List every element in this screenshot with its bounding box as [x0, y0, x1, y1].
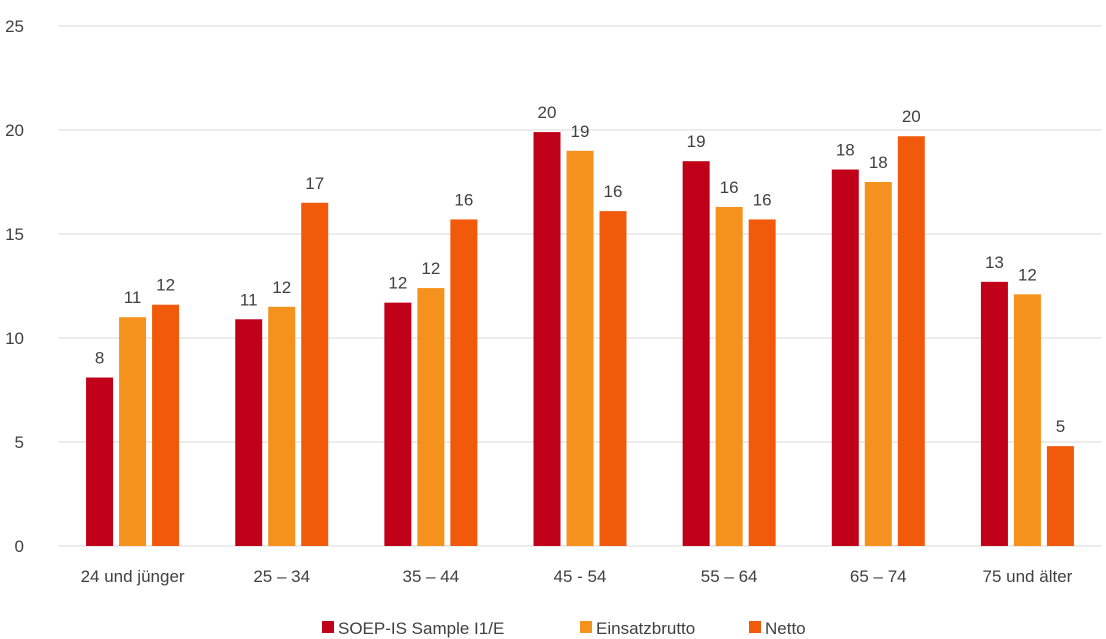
y-tick-label: 10	[5, 329, 24, 348]
legend-swatch	[322, 621, 334, 633]
data-label: 18	[836, 141, 855, 160]
legend-label: Netto	[765, 619, 806, 638]
x-category-label: 45 - 54	[554, 567, 607, 586]
y-tick-label: 25	[5, 17, 24, 36]
legend: SOEP-IS Sample I1/E Einsatzbrutto Netto	[322, 619, 806, 638]
data-label: 18	[869, 153, 888, 172]
data-label: 20	[902, 107, 921, 126]
bar	[235, 319, 263, 546]
data-label: 12	[156, 276, 175, 295]
y-tick-label: 0	[15, 537, 24, 556]
data-labels: 8 11 12 11 12 17 12 12 16 20 19 16 19 16 16 18 18 20 13 12 5	[95, 103, 1065, 436]
data-label: 11	[124, 288, 142, 307]
data-label: 17	[305, 174, 324, 193]
legend-item: SOEP-IS Sample I1/E	[322, 619, 504, 638]
data-label: 12	[421, 259, 440, 278]
x-category-label: 35 – 44	[402, 567, 459, 586]
bar	[417, 288, 445, 546]
bar	[152, 304, 180, 546]
data-label: 8	[95, 349, 104, 368]
bar	[533, 132, 561, 546]
x-axis-category-labels: 24 und jünger 25 – 34 35 – 44 45 - 54 55 – 6…	[81, 567, 1073, 586]
data-label: 16	[753, 190, 772, 209]
bar	[831, 169, 859, 546]
data-label: 12	[1018, 265, 1037, 284]
data-label: 13	[985, 253, 1004, 272]
bar	[748, 219, 776, 546]
y-tick-label: 20	[5, 121, 24, 140]
data-label: 5	[1056, 417, 1065, 436]
bar	[1046, 446, 1074, 546]
x-category-label: 24 und jünger	[81, 567, 185, 586]
bar	[1013, 294, 1041, 546]
data-label: 11	[240, 290, 258, 309]
y-tick-label: 5	[15, 433, 24, 452]
bar	[384, 302, 412, 546]
bar	[450, 219, 478, 546]
bar	[268, 306, 296, 546]
bar	[86, 377, 114, 546]
data-label: 16	[720, 178, 739, 197]
legend-swatch	[749, 621, 761, 633]
bar	[980, 281, 1008, 546]
bar	[682, 161, 710, 546]
legend-swatch	[580, 621, 592, 633]
legend-item: Netto	[749, 619, 806, 638]
bar	[599, 211, 627, 546]
data-label: 16	[604, 182, 623, 201]
data-label: 16	[454, 190, 473, 209]
data-label: 12	[388, 274, 407, 293]
data-label: 12	[272, 278, 291, 297]
x-category-label: 75 und älter	[983, 567, 1073, 586]
bars	[86, 132, 1074, 547]
legend-label: SOEP-IS Sample I1/E	[338, 619, 504, 638]
y-axis-tick-labels: 0 5 10 15 20 25	[5, 17, 24, 556]
data-label: 19	[571, 122, 590, 141]
bar	[897, 136, 925, 547]
data-label: 20	[538, 103, 557, 122]
bar	[566, 150, 594, 547]
data-label: 19	[687, 132, 706, 151]
bar	[715, 206, 743, 546]
x-category-label: 25 – 34	[253, 567, 310, 586]
x-category-label: 55 – 64	[701, 567, 758, 586]
bar	[864, 182, 892, 546]
x-category-label: 65 – 74	[850, 567, 907, 586]
bar	[119, 317, 147, 546]
y-tick-label: 15	[5, 225, 24, 244]
legend-label: Einsatzbrutto	[596, 619, 695, 638]
bar	[301, 202, 329, 547]
legend-item: Einsatzbrutto	[580, 619, 695, 638]
